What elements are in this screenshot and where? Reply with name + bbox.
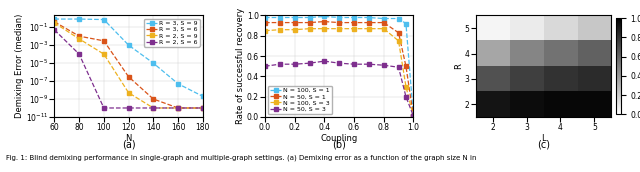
R = 2, S = 9: [199, 107, 207, 109]
R = 2, S = 6: [125, 107, 132, 109]
N = 100, S = 3: [321, 28, 328, 30]
N = 100, S = 1: [395, 18, 403, 20]
N = 100, S = 3: [306, 28, 314, 30]
N = 50, S = 3: [321, 60, 328, 62]
R = 2, S = 9: [51, 22, 58, 24]
X-axis label: L: L: [541, 134, 546, 143]
R = 2, S = 9: [125, 92, 132, 94]
Text: Fig. 1: Blind demixing performance in single-graph and multiple-graph settings. : Fig. 1: Blind demixing performance in si…: [6, 155, 477, 161]
N = 100, S = 3: [350, 28, 358, 30]
X-axis label: N: N: [125, 134, 132, 143]
N = 100, S = 1: [291, 17, 298, 19]
N = 50, S = 3: [306, 62, 314, 64]
R = 3, S = 6: [51, 21, 58, 23]
Line: R = 2, S = 9: R = 2, S = 9: [52, 21, 204, 110]
N = 100, S = 3: [410, 115, 417, 117]
N = 50, S = 3: [365, 63, 372, 65]
Text: (c): (c): [537, 140, 550, 150]
Line: N = 100, S = 3: N = 100, S = 3: [263, 27, 415, 118]
R = 3, S = 9: [174, 83, 182, 85]
R = 3, S = 9: [150, 62, 157, 64]
R = 3, S = 9: [199, 95, 207, 97]
Y-axis label: R: R: [454, 63, 463, 69]
N = 100, S = 1: [350, 17, 358, 19]
R = 2, S = 9: [76, 38, 83, 40]
N = 100, S = 1: [306, 17, 314, 19]
N = 50, S = 3: [380, 64, 388, 66]
Legend: N = 100, S = 1, N = 50, S = 1, N = 100, S = 3, N = 50, S = 3: N = 100, S = 1, N = 50, S = 1, N = 100, …: [268, 86, 332, 114]
N = 50, S = 3: [350, 63, 358, 65]
N = 100, S = 1: [410, 115, 417, 117]
N = 50, S = 1: [321, 20, 328, 23]
R = 3, S = 6: [174, 107, 182, 109]
N = 100, S = 3: [395, 40, 403, 42]
N = 50, S = 1: [335, 22, 343, 24]
R = 3, S = 6: [100, 40, 108, 42]
R = 2, S = 9: [174, 107, 182, 109]
R = 3, S = 6: [150, 98, 157, 100]
Line: R = 3, S = 9: R = 3, S = 9: [52, 17, 204, 98]
N = 50, S = 1: [276, 22, 284, 24]
Text: (a): (a): [122, 140, 136, 150]
N = 100, S = 1: [365, 17, 372, 19]
X-axis label: Coupling: Coupling: [321, 134, 358, 143]
N = 100, S = 3: [276, 29, 284, 31]
Line: N = 50, S = 3: N = 50, S = 3: [263, 59, 415, 118]
R = 2, S = 9: [100, 53, 108, 55]
N = 100, S = 1: [380, 18, 388, 20]
N = 50, S = 1: [306, 22, 314, 24]
R = 3, S = 6: [76, 35, 83, 37]
N = 50, S = 3: [402, 96, 410, 98]
R = 2, S = 6: [150, 107, 157, 109]
Line: N = 100, S = 1: N = 100, S = 1: [263, 15, 415, 118]
N = 100, S = 1: [276, 17, 284, 19]
N = 50, S = 1: [410, 115, 417, 117]
R = 2, S = 6: [174, 107, 182, 109]
Line: R = 2, S = 6: R = 2, S = 6: [52, 28, 204, 110]
Text: (b): (b): [332, 140, 346, 150]
N = 50, S = 3: [410, 115, 417, 117]
Legend: R = 3, S = 9, R = 3, S = 6, R = 2, S = 9, R = 2, S = 6: R = 3, S = 9, R = 3, S = 6, R = 2, S = 9…: [144, 19, 200, 47]
N = 50, S = 1: [291, 22, 298, 24]
R = 2, S = 6: [76, 53, 83, 55]
R = 3, S = 9: [76, 18, 83, 20]
N = 50, S = 1: [365, 22, 372, 24]
Line: R = 3, S = 6: R = 3, S = 6: [52, 20, 204, 110]
N = 100, S = 3: [402, 85, 410, 88]
N = 100, S = 3: [261, 30, 269, 32]
R = 3, S = 6: [199, 107, 207, 109]
R = 2, S = 6: [100, 107, 108, 109]
N = 100, S = 1: [402, 23, 410, 25]
N = 100, S = 1: [261, 17, 269, 19]
N = 100, S = 3: [291, 29, 298, 31]
N = 50, S = 3: [276, 63, 284, 65]
Y-axis label: Demixing Error (median): Demixing Error (median): [15, 14, 24, 118]
R = 3, S = 6: [125, 76, 132, 78]
N = 50, S = 1: [395, 32, 403, 34]
R = 3, S = 9: [125, 44, 132, 46]
R = 3, S = 9: [51, 18, 58, 20]
N = 100, S = 1: [321, 15, 328, 18]
N = 50, S = 1: [402, 65, 410, 67]
N = 100, S = 3: [335, 28, 343, 30]
N = 50, S = 1: [350, 22, 358, 24]
Y-axis label: Rate of successful recovery: Rate of successful recovery: [236, 8, 245, 124]
R = 3, S = 9: [100, 19, 108, 21]
N = 100, S = 1: [335, 17, 343, 19]
N = 50, S = 1: [380, 22, 388, 24]
N = 50, S = 3: [261, 65, 269, 67]
Line: N = 50, S = 1: N = 50, S = 1: [263, 20, 415, 118]
N = 100, S = 3: [380, 28, 388, 30]
N = 100, S = 3: [365, 28, 372, 30]
N = 50, S = 1: [261, 22, 269, 24]
N = 50, S = 3: [335, 62, 343, 64]
N = 50, S = 3: [395, 66, 403, 68]
R = 2, S = 6: [199, 107, 207, 109]
R = 2, S = 6: [51, 29, 58, 31]
R = 2, S = 9: [150, 107, 157, 109]
N = 50, S = 3: [291, 63, 298, 65]
